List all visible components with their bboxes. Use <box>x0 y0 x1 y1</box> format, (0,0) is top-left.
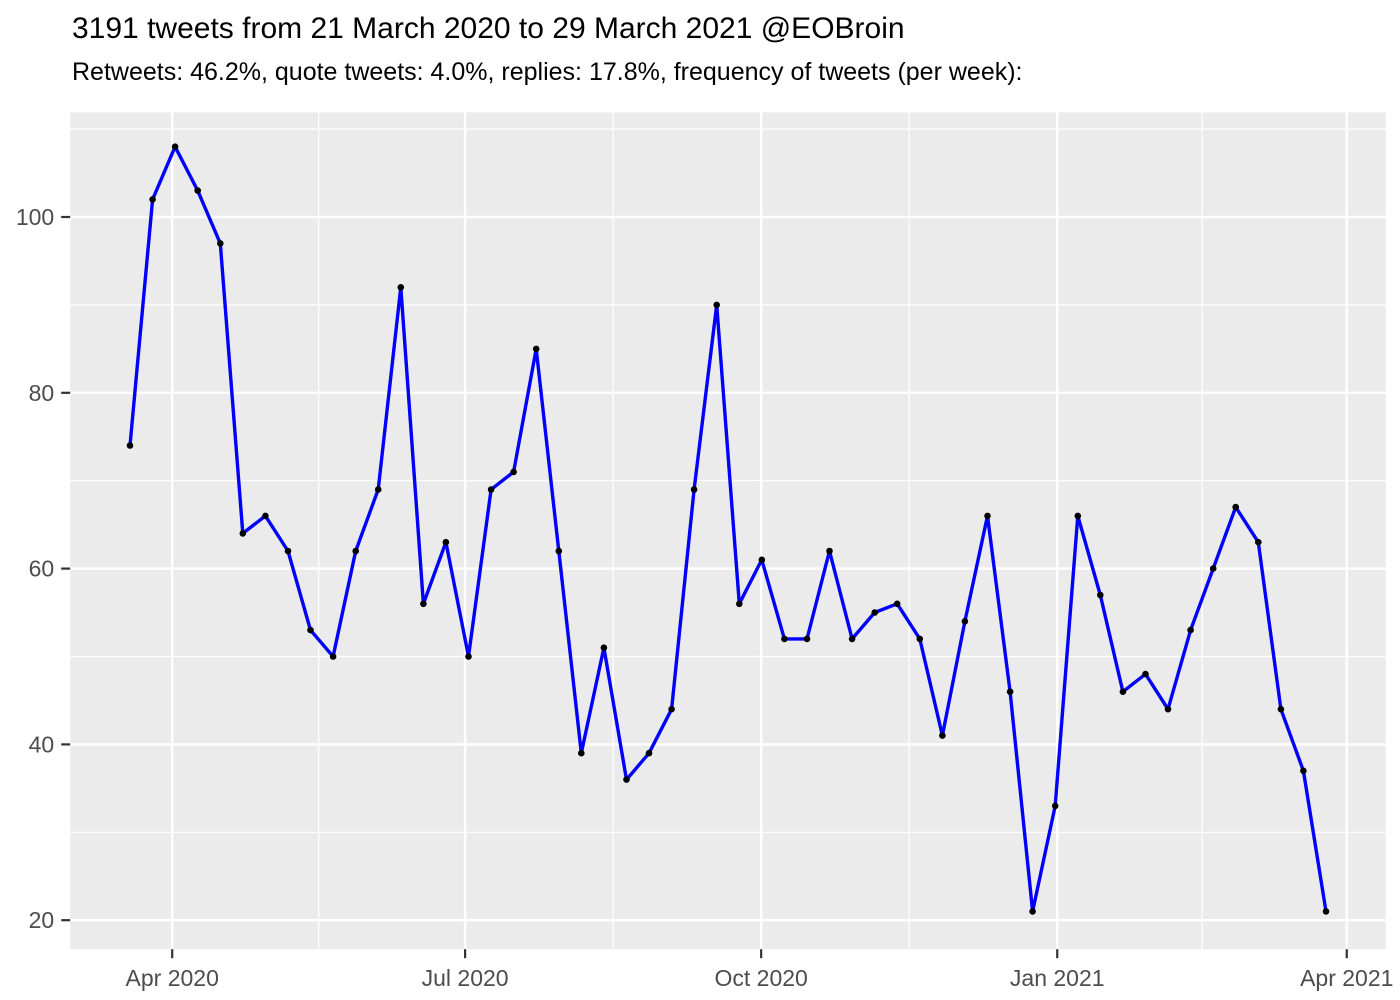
data-point <box>352 547 360 555</box>
y-tick-label: 40 <box>29 731 55 757</box>
data-point <box>713 301 720 309</box>
data-point <box>442 538 450 546</box>
data-point <box>623 776 630 783</box>
data-point <box>1142 670 1149 678</box>
x-tick-label: Oct 2020 <box>714 965 807 991</box>
y-tick-label: 100 <box>16 204 54 230</box>
data-point <box>555 547 563 555</box>
data-point <box>420 600 427 608</box>
data-point <box>1187 626 1194 634</box>
data-point <box>1322 908 1330 915</box>
x-tick-label: Apr 2021 <box>1300 965 1393 991</box>
data-point <box>736 600 743 608</box>
data-point <box>1232 503 1239 511</box>
data-point <box>329 653 337 660</box>
data-point <box>578 749 585 757</box>
data-point <box>532 345 540 353</box>
data-point <box>284 547 292 555</box>
data-point <box>1097 591 1104 599</box>
data-point <box>758 556 766 564</box>
frequency-line <box>128 144 1328 914</box>
data-point <box>668 705 675 713</box>
data-point <box>939 732 946 739</box>
y-tick-label: 20 <box>29 907 55 933</box>
data-point <box>893 600 901 608</box>
data-point <box>487 486 495 493</box>
data-point <box>871 609 878 616</box>
data-point <box>171 143 179 150</box>
data-point <box>126 442 134 449</box>
data-point <box>217 240 224 247</box>
data-point <box>690 486 698 493</box>
data-point <box>1051 802 1059 810</box>
data-point <box>645 749 653 757</box>
x-tick-label: Jan 2021 <box>1010 965 1105 991</box>
data-point <box>826 547 833 555</box>
chart-title: 3191 tweets from 21 March 2020 to 29 Mar… <box>72 12 905 45</box>
data-point <box>510 468 517 476</box>
data-point <box>1300 767 1307 775</box>
y-tick-label: 60 <box>29 556 55 582</box>
data-point <box>803 635 811 643</box>
data-point <box>307 626 314 634</box>
panel-background <box>70 112 1386 950</box>
chart-subtitle: Retweets: 46.2%, quote tweets: 4.0%, rep… <box>72 58 1023 86</box>
data-point <box>916 635 924 643</box>
data-point <box>1119 688 1127 695</box>
data-point <box>397 284 405 291</box>
data-point <box>781 635 788 643</box>
x-tick-label: Jul 2020 <box>422 965 509 991</box>
data-point <box>984 512 991 520</box>
data-point <box>262 512 269 520</box>
data-point <box>1255 538 1262 546</box>
data-point <box>149 196 156 203</box>
data-point <box>1029 908 1036 915</box>
data-point <box>374 486 382 493</box>
x-tick-label: Apr 2020 <box>126 965 219 991</box>
y-tick-label: 80 <box>29 380 55 406</box>
data-point <box>239 530 247 537</box>
data-point <box>1164 705 1172 713</box>
data-point <box>1277 705 1285 713</box>
data-point <box>1006 688 1014 695</box>
data-point <box>848 635 856 643</box>
data-point <box>961 618 969 625</box>
data-point <box>1074 512 1082 520</box>
data-point <box>194 187 201 194</box>
data-point <box>1209 565 1217 572</box>
data-point <box>465 653 472 660</box>
data-point <box>600 644 608 651</box>
